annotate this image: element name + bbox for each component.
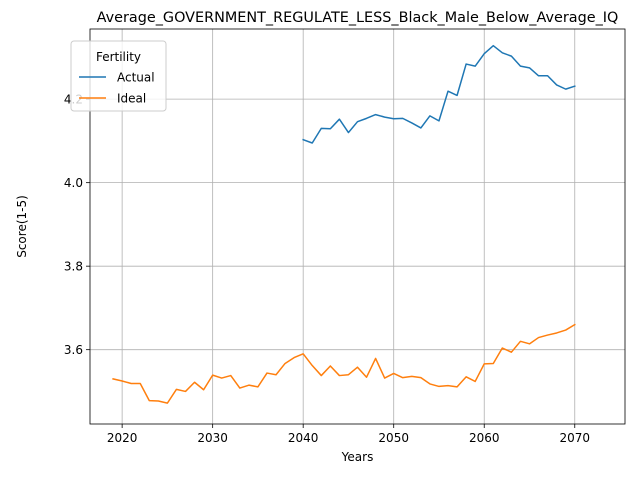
x-tick-label: 2050 [378,431,409,445]
y-tick-label: 3.6 [64,343,83,357]
legend: Fertility Actual Ideal [70,40,167,112]
y-tick-label: 4.0 [64,176,83,190]
grid [90,29,625,424]
x-tick-label: 2060 [469,431,500,445]
legend-entries: Actual Ideal [79,71,155,106]
y-tick-label: 3.8 [64,260,83,274]
x-tick-label: 2070 [559,431,590,445]
series-line-actual [302,44,576,144]
x-tick-label: 2040 [288,431,319,445]
y-axis-label: Score(1-5) [15,195,29,258]
series-lines [112,44,576,404]
plot-frame [89,28,626,425]
legend-title: Fertility [96,50,141,64]
x-tick-label: 2030 [197,431,228,445]
legend-label-ideal: Ideal [117,92,146,106]
x-tick-label: 2020 [107,431,138,445]
legend-box [70,40,167,112]
legend-label-actual: Actual [117,71,155,85]
x-axis-label: Years [341,450,374,464]
chart-title: Average_GOVERNMENT_REGULATE_LESS_Black_M… [97,10,619,26]
series-line-ideal [112,323,576,404]
